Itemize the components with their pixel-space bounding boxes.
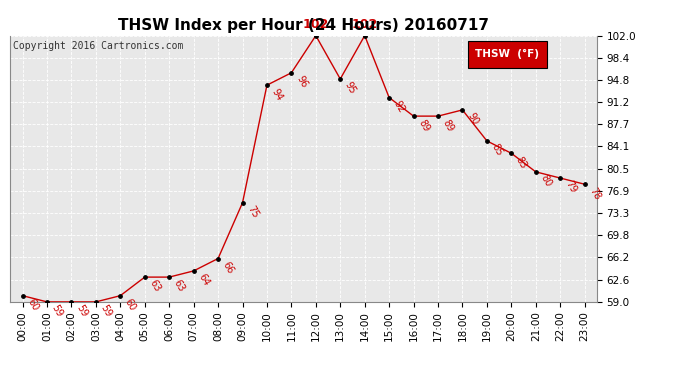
Text: 90: 90 (465, 111, 480, 127)
Title: THSW Index per Hour (24 Hours) 20160717: THSW Index per Hour (24 Hours) 20160717 (118, 18, 489, 33)
Text: 96: 96 (294, 74, 309, 90)
Point (41, 299, 52, 305)
Text: 95: 95 (343, 80, 358, 96)
Point (139, 274, 150, 280)
Point (482, 138, 493, 144)
Text: 92: 92 (392, 99, 407, 115)
Point (555, 175, 566, 181)
Text: 60: 60 (26, 297, 40, 313)
Point (237, 200, 248, 206)
Point (310, 33, 322, 39)
Text: 59: 59 (75, 303, 89, 319)
Text: 78: 78 (587, 186, 602, 201)
Text: 59: 59 (99, 303, 114, 319)
Point (213, 255, 224, 261)
Text: 63: 63 (172, 279, 187, 294)
Point (457, 107, 468, 113)
Text: 102: 102 (352, 18, 378, 32)
Text: 83: 83 (514, 154, 529, 170)
Point (17, 292, 28, 298)
Text: 64: 64 (197, 272, 211, 288)
Text: 80: 80 (538, 173, 553, 189)
Text: 79: 79 (563, 179, 578, 195)
Point (115, 292, 126, 298)
Point (262, 82, 273, 88)
Point (506, 150, 517, 156)
Text: 89: 89 (441, 117, 455, 133)
Text: 63: 63 (148, 279, 162, 294)
Point (579, 181, 590, 187)
Point (188, 268, 199, 274)
FancyBboxPatch shape (468, 41, 547, 68)
Text: 66: 66 (221, 260, 235, 276)
Text: 102: 102 (303, 18, 329, 32)
Point (433, 113, 444, 119)
Text: THSW  (°F): THSW (°F) (475, 49, 540, 59)
Point (384, 94, 395, 100)
Point (530, 169, 541, 175)
Point (286, 70, 297, 76)
Point (335, 76, 346, 82)
Text: 85: 85 (490, 142, 504, 158)
Text: 59: 59 (50, 303, 65, 319)
Text: Copyright 2016 Cartronics.com: Copyright 2016 Cartronics.com (13, 41, 184, 51)
Point (408, 113, 419, 119)
Text: 60: 60 (123, 297, 138, 313)
Text: 89: 89 (416, 117, 431, 133)
Point (164, 274, 175, 280)
Text: 75: 75 (245, 204, 260, 220)
Point (359, 33, 371, 39)
Point (66, 299, 77, 305)
Point (90, 299, 101, 305)
Text: 94: 94 (270, 87, 284, 102)
